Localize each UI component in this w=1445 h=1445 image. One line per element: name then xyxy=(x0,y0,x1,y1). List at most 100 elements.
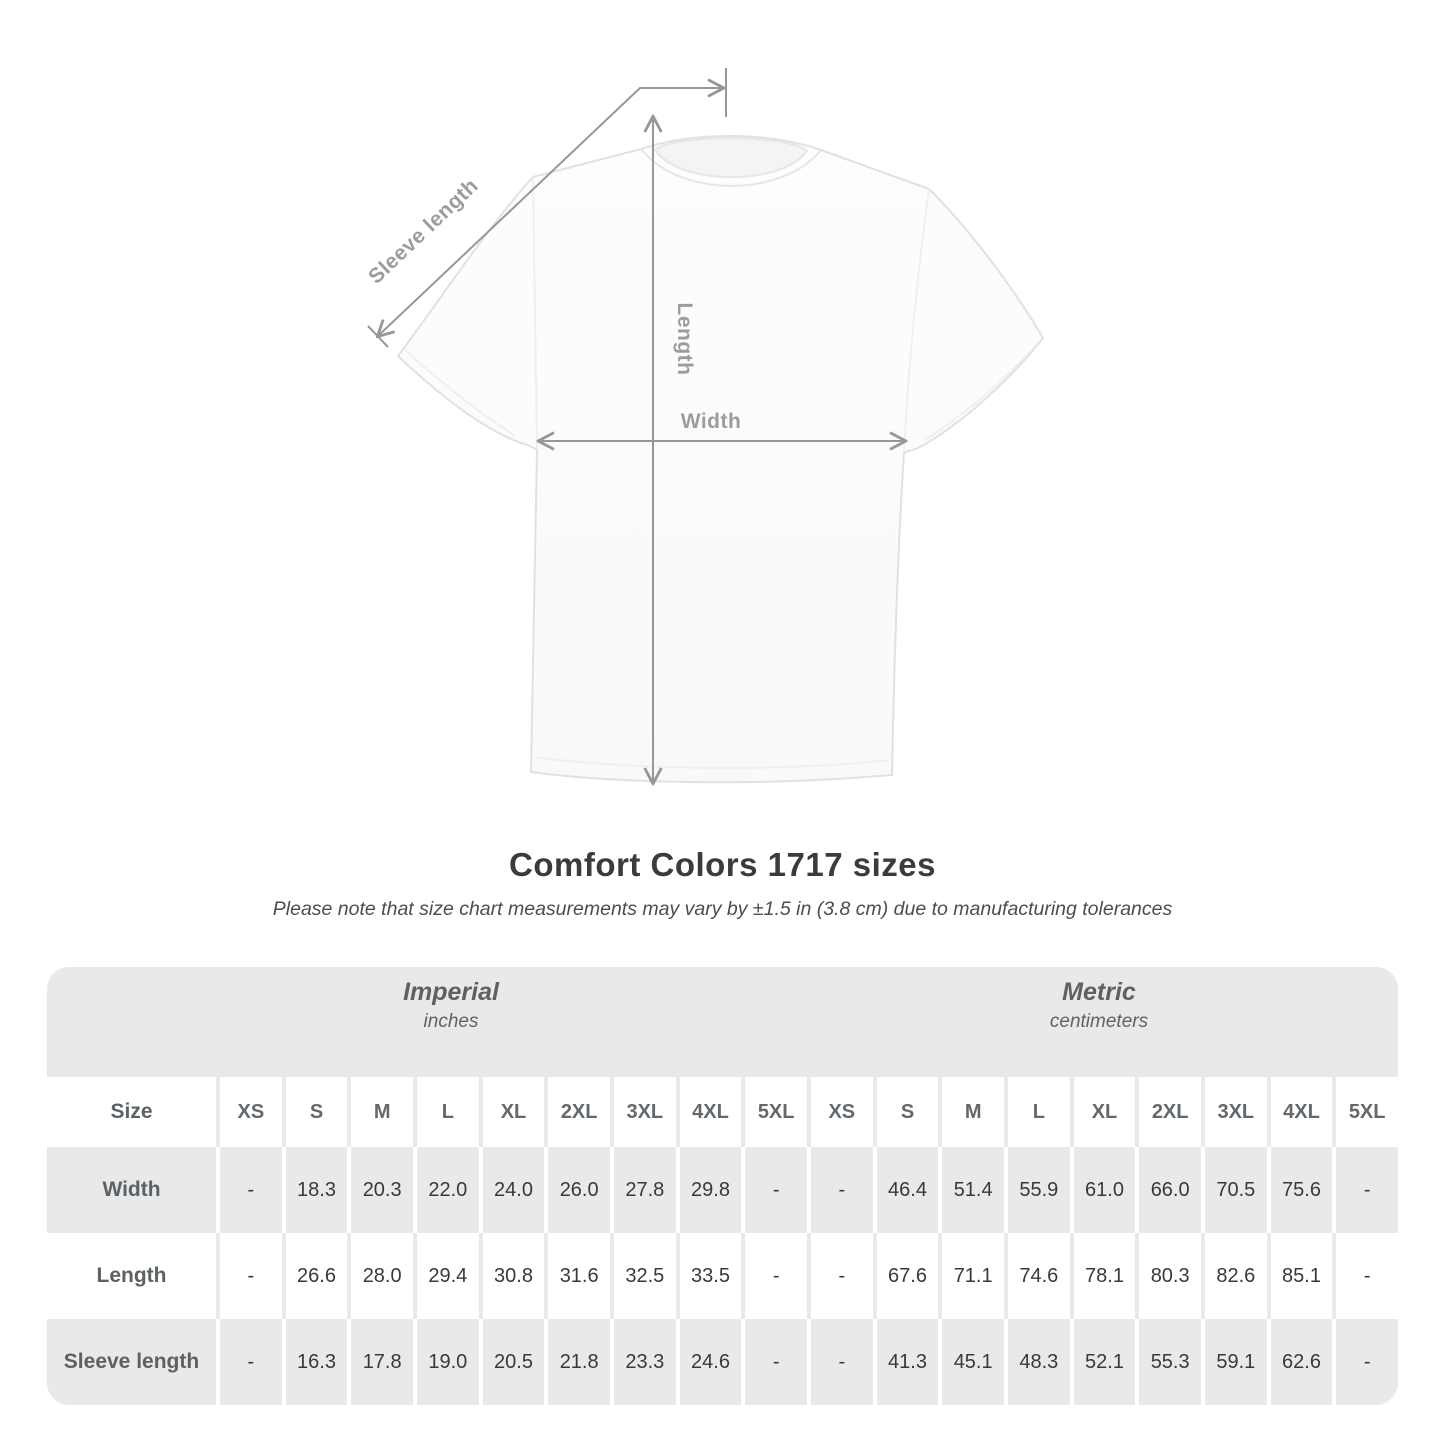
size-col-header: 2XL xyxy=(1135,1077,1201,1147)
table-cell: 75.6 xyxy=(1266,1147,1333,1233)
size-col-header: L xyxy=(1003,1077,1070,1147)
table-cell: 51.4 xyxy=(938,1147,1004,1233)
tshirt-silhouette xyxy=(397,135,1044,784)
table-cell: 26.6 xyxy=(281,1233,348,1319)
table-cell: 29.8 xyxy=(675,1147,742,1233)
table-cell: - xyxy=(1332,1319,1398,1405)
table-cell: 26.0 xyxy=(544,1147,610,1233)
table-cell: 23.3 xyxy=(609,1319,676,1405)
table-cell: - xyxy=(741,1319,807,1405)
sleeve-length-arrow xyxy=(378,88,723,336)
table-cell: 80.3 xyxy=(1135,1233,1201,1319)
size-col-header: XL xyxy=(478,1077,545,1147)
table-cell: 52.1 xyxy=(1069,1319,1136,1405)
table-cell: 61.0 xyxy=(1069,1147,1136,1233)
table-cell: 55.9 xyxy=(1003,1147,1070,1233)
table-cell: 59.1 xyxy=(1200,1319,1267,1405)
table-cell: 55.3 xyxy=(1135,1319,1201,1405)
size-col-header: M xyxy=(938,1077,1004,1147)
length-label: Length xyxy=(673,303,696,376)
table-cell: 27.8 xyxy=(609,1147,676,1233)
table-cell: 45.1 xyxy=(938,1319,1004,1405)
table-cell: 20.3 xyxy=(347,1147,413,1233)
table-cell: 71.1 xyxy=(938,1233,1004,1319)
table-cell: 32.5 xyxy=(609,1233,676,1319)
table-cell: 17.8 xyxy=(347,1319,413,1405)
tshirt-measurement-diagram: Sleeve length Length Width xyxy=(364,68,1044,860)
metric-unit: centimeters xyxy=(1049,1011,1149,1032)
table-cell: - xyxy=(216,1319,282,1405)
size-col-header: XS xyxy=(806,1077,873,1147)
metric-label: Metric xyxy=(1062,978,1136,1006)
table-cell: - xyxy=(741,1233,807,1319)
table-cell: 24.0 xyxy=(478,1147,545,1233)
table-cell: - xyxy=(1332,1147,1398,1233)
size-col-header: S xyxy=(872,1077,939,1147)
sleeve-start-tick xyxy=(367,325,389,348)
table-cell: 31.6 xyxy=(544,1233,610,1319)
tolerance-note: Please note that size chart measurements… xyxy=(272,898,1173,920)
table-cell: 24.6 xyxy=(675,1319,742,1405)
table-cell: 41.3 xyxy=(872,1319,939,1405)
table-cell: 30.8 xyxy=(478,1233,545,1319)
page-title: Comfort Colors 1717 sizes xyxy=(509,846,936,883)
table-cell: 20.5 xyxy=(478,1319,545,1405)
size-col-header: XS xyxy=(216,1077,282,1147)
size-col-header: 4XL xyxy=(1266,1077,1333,1147)
table-cell: - xyxy=(216,1233,282,1319)
imperial-label: Imperial xyxy=(403,978,499,1006)
table-cell: 21.8 xyxy=(544,1319,610,1405)
imperial-header: Imperial inches xyxy=(403,976,499,1036)
table-cell: 29.4 xyxy=(412,1233,479,1319)
size-col-header: L xyxy=(412,1077,479,1147)
row-label: Length xyxy=(96,1264,167,1287)
table-cell: 74.6 xyxy=(1003,1233,1070,1319)
table-cell: 22.0 xyxy=(412,1147,479,1233)
row-label: Sleeve length xyxy=(63,1350,200,1373)
size-table: Imperial inches Metric centimeters Size … xyxy=(47,967,1398,1405)
table-cell: 16.3 xyxy=(281,1319,348,1405)
size-col-header: 3XL xyxy=(609,1077,676,1147)
size-col-header: 2XL xyxy=(544,1077,610,1147)
table-cell: 70.5 xyxy=(1200,1147,1267,1233)
size-col-header: 5XL xyxy=(741,1077,807,1147)
dimension-lines xyxy=(367,68,905,783)
row-label: Width xyxy=(102,1178,161,1201)
size-col-header: 3XL xyxy=(1200,1077,1267,1147)
table-cell: 19.0 xyxy=(412,1319,479,1405)
width-label: Width xyxy=(681,410,742,433)
table-cell: - xyxy=(806,1233,873,1319)
table-cell: 28.0 xyxy=(347,1233,413,1319)
table-cell: 62.6 xyxy=(1266,1319,1333,1405)
title-block: Comfort Colors 1717 sizes Please note th… xyxy=(0,846,1445,921)
table-cell: - xyxy=(806,1319,873,1405)
size-col-header: 5XL xyxy=(1332,1077,1398,1147)
table-cell: 67.6 xyxy=(872,1233,939,1319)
table-cell: 66.0 xyxy=(1135,1147,1201,1233)
table-cell: 48.3 xyxy=(1003,1319,1070,1405)
table-cell: - xyxy=(741,1147,807,1233)
table-cell: - xyxy=(1332,1233,1398,1319)
size-col-header: XL xyxy=(1069,1077,1136,1147)
size-col-header: S xyxy=(281,1077,348,1147)
size-col-header: 4XL xyxy=(675,1077,742,1147)
metric-header: Metric centimeters xyxy=(1050,976,1148,1036)
table-cell: 46.4 xyxy=(872,1147,939,1233)
table-row-width: Width - 18.3 20.3 22.0 24.0 26.0 27.8 29… xyxy=(47,1147,1398,1233)
unit-header-band: Imperial inches Metric centimeters xyxy=(47,967,1398,1077)
table-row-length: Length - 26.6 28.0 29.4 30.8 31.6 32.5 3… xyxy=(47,1233,1398,1319)
table-row-sleeve-length: Sleeve length - 16.3 17.8 19.0 20.5 21.8… xyxy=(47,1319,1398,1405)
table-cell: 85.1 xyxy=(1266,1233,1333,1319)
table-cell: - xyxy=(216,1147,282,1233)
table-cell: 18.3 xyxy=(281,1147,348,1233)
table-cell: 78.1 xyxy=(1069,1233,1136,1319)
size-header-row: Size XS S M L XL 2XL 3XL 4XL 5XL XS S M … xyxy=(47,1077,1398,1147)
size-corner-label: Size xyxy=(110,1100,153,1123)
table-cell: - xyxy=(806,1147,873,1233)
table-cell: 82.6 xyxy=(1200,1233,1267,1319)
table-cell: 33.5 xyxy=(675,1233,742,1319)
size-col-header: M xyxy=(347,1077,413,1147)
imperial-unit: inches xyxy=(423,1011,479,1032)
tshirt-graphic: Sleeve length Length Width xyxy=(364,68,1044,860)
